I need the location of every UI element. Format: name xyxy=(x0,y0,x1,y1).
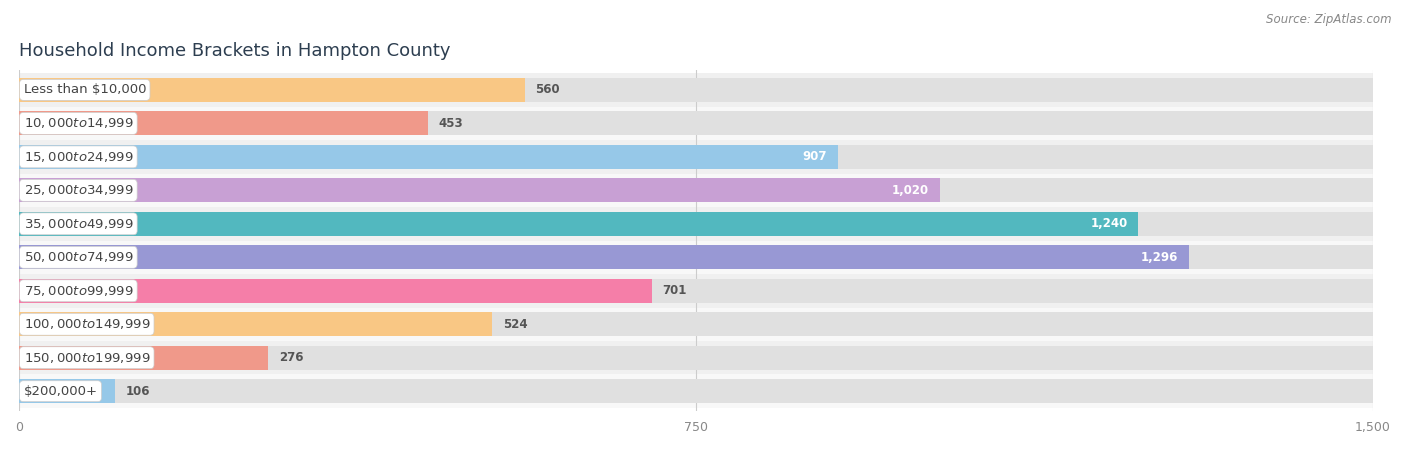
Bar xyxy=(20,241,1374,274)
Bar xyxy=(20,212,1139,236)
Text: 560: 560 xyxy=(536,84,560,97)
Bar xyxy=(20,111,1374,136)
Text: 1,240: 1,240 xyxy=(1090,217,1128,230)
Bar xyxy=(20,145,1374,169)
Bar xyxy=(20,245,1189,269)
Bar xyxy=(20,140,1374,174)
Text: 106: 106 xyxy=(125,385,150,398)
Bar xyxy=(20,245,1374,269)
Bar xyxy=(20,212,1374,236)
Bar xyxy=(20,279,652,303)
Text: 524: 524 xyxy=(503,318,527,331)
Text: 1,296: 1,296 xyxy=(1140,251,1178,264)
Text: 276: 276 xyxy=(278,351,304,364)
Text: Less than $10,000: Less than $10,000 xyxy=(24,84,146,97)
Bar xyxy=(20,374,1374,408)
Text: $75,000 to $99,999: $75,000 to $99,999 xyxy=(24,284,134,298)
Bar xyxy=(20,308,1374,341)
Text: Household Income Brackets in Hampton County: Household Income Brackets in Hampton Cou… xyxy=(20,42,450,60)
Text: 907: 907 xyxy=(803,150,827,163)
Bar xyxy=(20,312,1374,336)
Bar xyxy=(20,111,427,136)
Bar xyxy=(20,341,1374,374)
Bar xyxy=(20,312,492,336)
Text: $10,000 to $14,999: $10,000 to $14,999 xyxy=(24,116,134,130)
Bar xyxy=(20,73,1374,107)
Bar xyxy=(20,107,1374,140)
Bar xyxy=(20,379,115,403)
Text: $15,000 to $24,999: $15,000 to $24,999 xyxy=(24,150,134,164)
Text: 701: 701 xyxy=(662,284,688,297)
Text: $35,000 to $49,999: $35,000 to $49,999 xyxy=(24,217,134,231)
Bar xyxy=(20,279,1374,303)
Text: $50,000 to $74,999: $50,000 to $74,999 xyxy=(24,250,134,264)
Bar xyxy=(20,346,269,370)
Bar xyxy=(20,145,838,169)
Bar xyxy=(20,174,1374,207)
Text: 453: 453 xyxy=(439,117,464,130)
Bar xyxy=(20,178,1374,202)
Bar xyxy=(20,178,939,202)
Text: $200,000+: $200,000+ xyxy=(24,385,97,398)
Text: 1,020: 1,020 xyxy=(891,184,929,197)
Text: $100,000 to $149,999: $100,000 to $149,999 xyxy=(24,317,150,331)
Text: $25,000 to $34,999: $25,000 to $34,999 xyxy=(24,183,134,198)
Bar xyxy=(20,78,524,102)
Bar xyxy=(20,346,1374,370)
Bar xyxy=(20,274,1374,308)
Bar xyxy=(20,78,1374,102)
Bar xyxy=(20,379,1374,403)
Text: Source: ZipAtlas.com: Source: ZipAtlas.com xyxy=(1267,13,1392,26)
Bar xyxy=(20,207,1374,241)
Text: $150,000 to $199,999: $150,000 to $199,999 xyxy=(24,351,150,365)
